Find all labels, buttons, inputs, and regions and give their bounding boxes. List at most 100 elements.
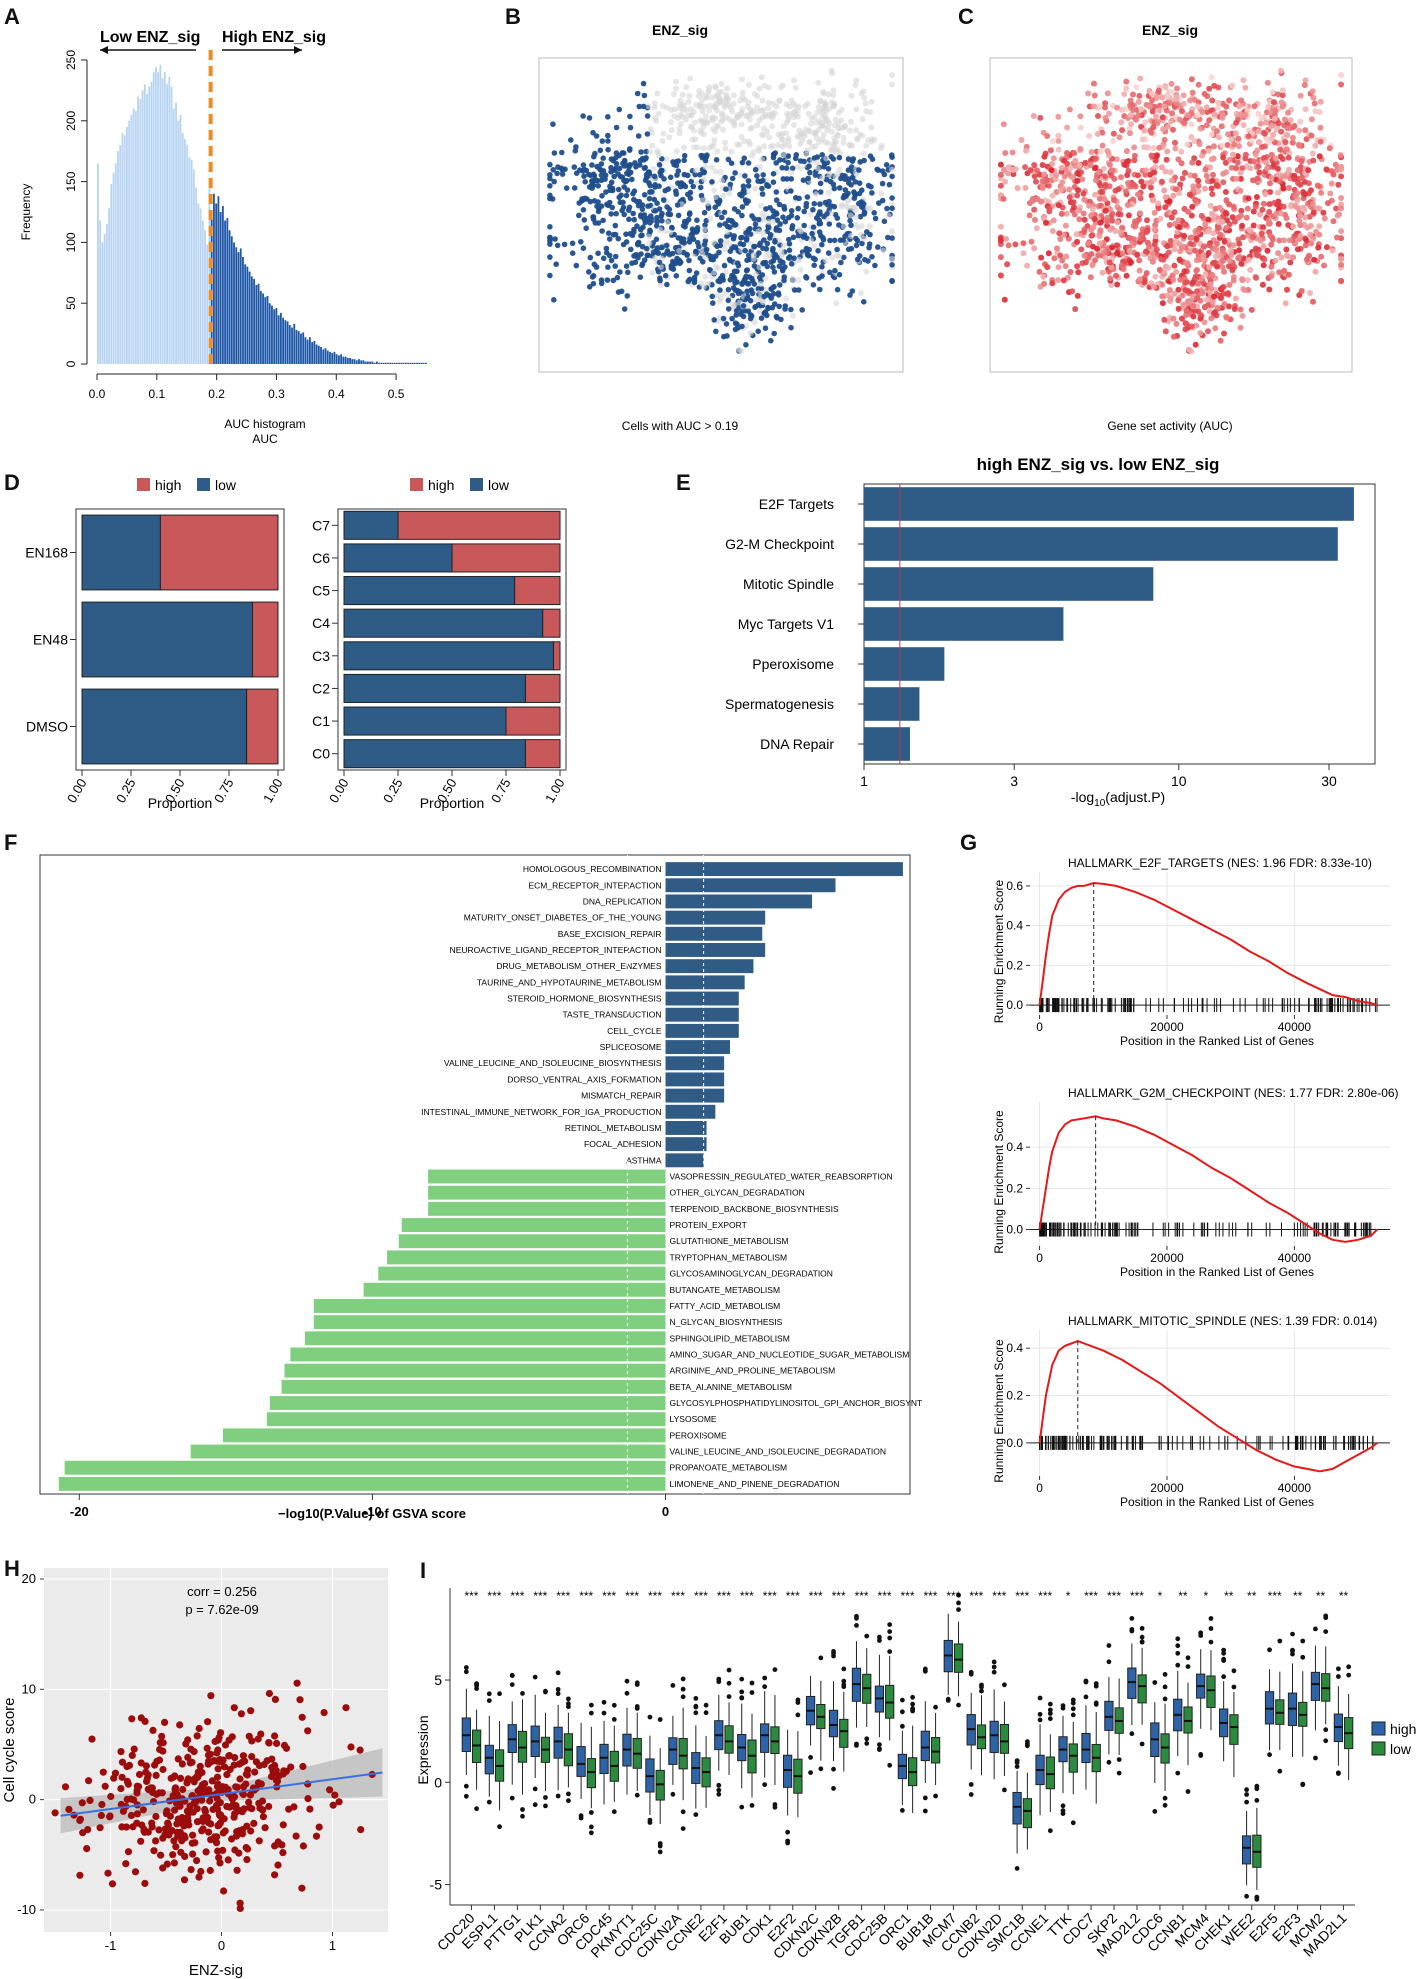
cell-point-low [723, 95, 730, 102]
cell-point-high [666, 206, 673, 213]
annotation-low: Low ENZ_sig [100, 29, 200, 46]
cell-point [1081, 229, 1088, 235]
x-tick-label: -20 [70, 1504, 89, 1519]
bar-up [665, 1121, 707, 1135]
cell-point [1058, 210, 1065, 217]
data-point [118, 1758, 127, 1766]
cell-point [1212, 325, 1219, 332]
cell-point-low [745, 188, 752, 195]
cell-point [1014, 185, 1021, 192]
cell-point-high [848, 222, 854, 229]
histogram-bin [349, 357, 351, 364]
cell-point [1302, 127, 1309, 134]
cell-point-high [616, 194, 622, 201]
cell-point [1295, 180, 1302, 186]
cell-point [1335, 181, 1342, 188]
histogram-bin [380, 362, 383, 364]
box-low-outlier [703, 1702, 709, 1708]
histogram-bin [295, 329, 298, 364]
box-low-outlier [657, 1843, 663, 1849]
cell-point-high [761, 293, 768, 300]
x-axis-label-1: AUC histogram [224, 417, 305, 431]
cell-point-high [801, 208, 807, 215]
x-axis-label: −log10(P.Value) of GSVA score [278, 1506, 466, 1521]
cell-point-high [781, 277, 787, 284]
cell-point [1232, 295, 1239, 302]
cell-point [1313, 228, 1319, 235]
data-point [299, 1842, 307, 1850]
cell-point-high [810, 206, 816, 213]
histogram-bin [413, 362, 416, 364]
cell-point-high [758, 315, 765, 322]
significance-label: *** [694, 1589, 708, 1603]
cell-point [1161, 136, 1168, 143]
cell-point [1316, 153, 1323, 160]
bar-low [343, 608, 544, 638]
cell-point [1243, 163, 1250, 170]
data-point [193, 1772, 201, 1781]
cell-point [1022, 184, 1029, 191]
cell-point-high [645, 169, 652, 176]
bar-high [514, 576, 561, 606]
cell-point [1159, 94, 1166, 101]
cell-point [1223, 314, 1230, 321]
box-high-outlier [509, 1682, 515, 1687]
cell-point-high [673, 188, 679, 194]
cell-point [1274, 165, 1281, 172]
cell-point-low [652, 255, 659, 262]
cell-point [1233, 165, 1240, 172]
cell-point-high [794, 215, 801, 221]
category-label: Pperoxisome [752, 656, 834, 672]
cell-point-low [790, 276, 797, 283]
cell-point-low [668, 127, 675, 134]
cell-point [1174, 85, 1181, 92]
cell-point [1136, 92, 1143, 99]
cell-point [1003, 236, 1009, 242]
cell-point-high [770, 284, 776, 291]
cell-point-high [605, 138, 611, 144]
data-point [224, 1856, 232, 1864]
histogram-bin [188, 157, 191, 364]
cell-point [1077, 145, 1084, 152]
cell-point-high [770, 154, 777, 161]
cell-point-low [786, 103, 793, 110]
cell-point-high [776, 303, 782, 310]
cell-point [1188, 76, 1195, 83]
cell-point [1286, 184, 1292, 191]
cell-point [1218, 123, 1225, 130]
cell-point-low [754, 109, 761, 115]
histogram-bin [279, 312, 282, 364]
cell-point [1119, 224, 1126, 231]
panel-label-c: C [958, 4, 974, 29]
cell-point-high [661, 176, 667, 182]
cell-point [1260, 200, 1267, 207]
cell-point-low [756, 264, 763, 271]
cell-point-high [739, 159, 746, 166]
histogram-bin [300, 333, 302, 364]
data-point [225, 1736, 233, 1744]
cell-point-low [744, 103, 751, 110]
data-point [219, 1756, 227, 1764]
data-point [263, 1757, 271, 1765]
cell-point-low [836, 253, 842, 260]
data-point [206, 1750, 214, 1758]
cell-point [1195, 188, 1202, 195]
cell-point-low [710, 126, 717, 133]
cell-point-high [551, 297, 557, 303]
data-point [247, 1707, 255, 1715]
cell-point [1236, 253, 1243, 260]
cell-point-high [605, 114, 611, 120]
cell-point [1057, 236, 1064, 242]
histogram-bin [201, 220, 204, 364]
cell-point-high [590, 280, 597, 287]
cell-point [1323, 244, 1330, 251]
histogram-bin [293, 323, 296, 364]
box-low-outlier [543, 1689, 548, 1695]
histogram-bin [353, 359, 356, 364]
cell-point-low [859, 116, 866, 123]
bar-down [428, 1185, 666, 1200]
cell-point-high [846, 180, 852, 186]
cell-point-low [868, 138, 875, 145]
cell-point-low [889, 166, 896, 173]
cell-point-high [770, 179, 777, 185]
